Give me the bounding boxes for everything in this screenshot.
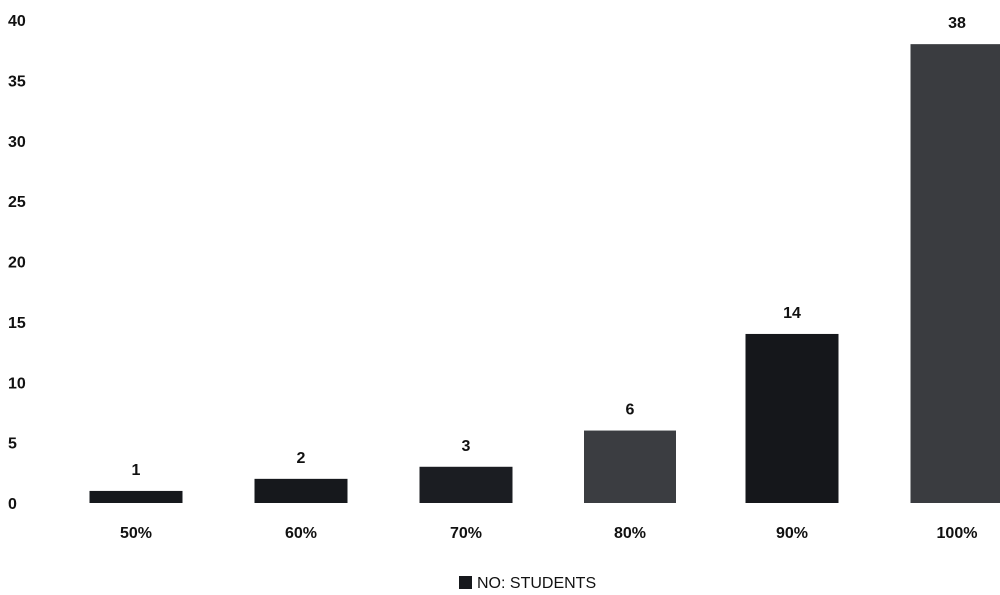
- x-category-label: 50%: [120, 525, 152, 542]
- y-tick-label: 20: [8, 255, 26, 272]
- bar: [89, 490, 183, 503]
- y-tick-label: 25: [8, 194, 26, 211]
- legend-swatch: [459, 576, 472, 589]
- x-category-label: 100%: [937, 525, 978, 542]
- y-tick-label: 0: [8, 496, 17, 513]
- data-label: 38: [948, 15, 966, 32]
- y-tick-label: 35: [8, 73, 26, 90]
- y-tick-label: 30: [8, 134, 26, 151]
- bar: [745, 333, 839, 503]
- x-category-label: 80%: [614, 525, 646, 542]
- legend-label: NO: STUDENTS: [477, 575, 596, 592]
- y-tick-label: 5: [8, 436, 17, 453]
- bar: [910, 44, 1000, 504]
- legend: NO: STUDENTS: [459, 575, 596, 592]
- y-axis: 0 5 10 15 20 25 30 35 40: [8, 13, 26, 513]
- bars-group: [89, 44, 1000, 504]
- data-label: 3: [462, 438, 471, 455]
- bar: [419, 466, 513, 503]
- y-tick-label: 15: [8, 315, 26, 332]
- y-tick-label: 40: [8, 13, 26, 30]
- data-labels-group: 1 2 3 6 14 38: [132, 15, 966, 479]
- bar: [584, 430, 676, 503]
- x-category-label: 70%: [450, 525, 482, 542]
- x-axis: 50% 60% 70% 80% 90% 100%: [120, 525, 977, 542]
- data-label: 6: [626, 402, 635, 419]
- data-label: 14: [783, 305, 801, 322]
- y-tick-label: 10: [8, 375, 26, 392]
- bar: [254, 478, 348, 503]
- x-category-label: 90%: [776, 525, 808, 542]
- data-label: 1: [132, 462, 141, 479]
- data-label: 2: [297, 450, 306, 467]
- x-category-label: 60%: [285, 525, 317, 542]
